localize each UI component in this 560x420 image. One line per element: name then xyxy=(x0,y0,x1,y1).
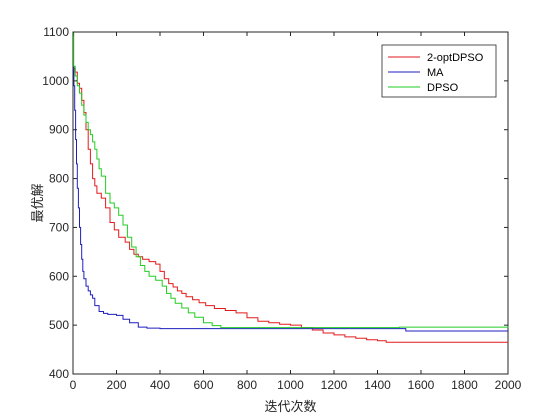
y-tick-label: 700 xyxy=(49,220,69,234)
y-axis-label: 最优解 xyxy=(31,183,46,222)
series-layer xyxy=(73,31,509,343)
x-tick-label: 400 xyxy=(150,378,170,392)
y-tick-label: 600 xyxy=(49,269,69,283)
x-axis-ticks: 0 200 400 600 800 1000 1200 1400 1600 1800 2000 xyxy=(70,32,522,392)
legend-label: MA xyxy=(427,67,444,79)
x-axis-label: 迭代次数 xyxy=(264,399,316,415)
x-tick-label: 600 xyxy=(193,378,213,392)
y-tick-label: 400 xyxy=(49,367,69,381)
y-tick-label: 1100 xyxy=(43,25,69,39)
y-tick-label: 800 xyxy=(49,172,69,186)
x-tick-label: 0 xyxy=(70,378,77,392)
series-line-ma xyxy=(73,65,508,332)
y-tick-label: 1000 xyxy=(42,74,69,88)
legend-label: DPSO xyxy=(427,82,459,94)
x-tick-label: 1600 xyxy=(408,378,435,392)
y-axis-ticks: 400 500 600 700 800 900 1000 1100 xyxy=(42,25,508,381)
legend-box xyxy=(381,44,497,98)
y-tick-label: 500 xyxy=(49,318,69,332)
x-tick-label: 1400 xyxy=(364,378,391,392)
y-tick-label: 900 xyxy=(49,123,69,137)
legend: 2-optDPSO MA DPSO xyxy=(381,44,497,98)
series-line-dpso xyxy=(73,31,509,329)
x-tick-label: 1800 xyxy=(451,378,478,392)
x-tick-label: 200 xyxy=(106,378,126,392)
x-tick-label: 1200 xyxy=(321,378,348,392)
legend-label: 2-optDPSO xyxy=(427,52,484,64)
x-tick-label: 2000 xyxy=(495,378,522,392)
x-tick-label: 1000 xyxy=(277,378,304,392)
x-tick-label: 800 xyxy=(237,378,257,392)
